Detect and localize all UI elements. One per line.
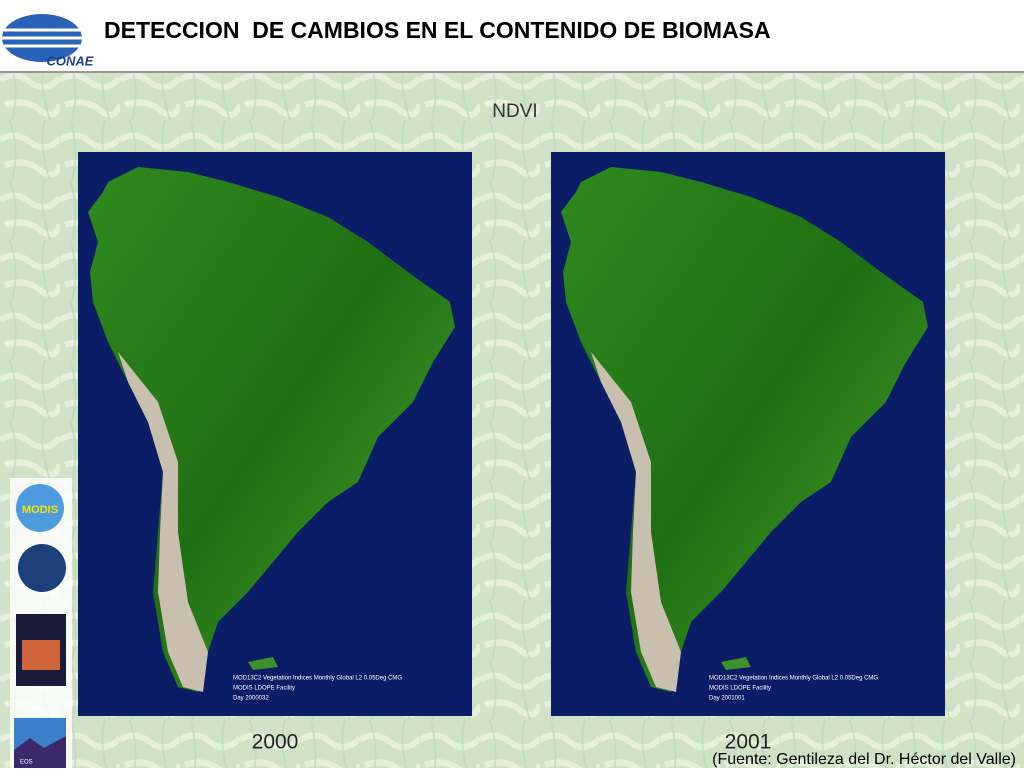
eos-logo-text: EOS (20, 760, 33, 766)
map-caption: Day 2001001 (709, 696, 745, 702)
logo-text: CONAE (47, 53, 94, 68)
map-caption: MOD13C2 Vegetation Indices Monthly Globa… (709, 676, 878, 682)
conae-logo: CONAE (2, 14, 94, 68)
source-note: (Fuente: Gentileza del Dr. Héctor del Va… (712, 751, 1016, 768)
ndvi-heading: NDVI (492, 101, 537, 122)
logo-column: MODIS EOS (10, 478, 72, 768)
map-caption: MOD13C2 Vegetation Indices Monthly Globa… (233, 676, 402, 682)
map-caption: Day 2000032 (233, 696, 269, 702)
year-label: 2001 (725, 731, 772, 754)
map-2001: MOD13C2 Vegetation Indices Monthly Globa… (551, 152, 945, 716)
slide-title: DETECCION DE CAMBIOS EN EL CONTENIDO DE … (104, 17, 771, 43)
map-caption: MODIS LDOPE Facility (233, 686, 295, 692)
modis-logo-text: MODIS (22, 504, 58, 516)
year-label: 2000 (252, 731, 299, 754)
map-2000: MOD13C2 Vegetation Indices Monthly Globa… (78, 152, 472, 716)
map-caption: MODIS LDOPE Facility (709, 686, 771, 692)
